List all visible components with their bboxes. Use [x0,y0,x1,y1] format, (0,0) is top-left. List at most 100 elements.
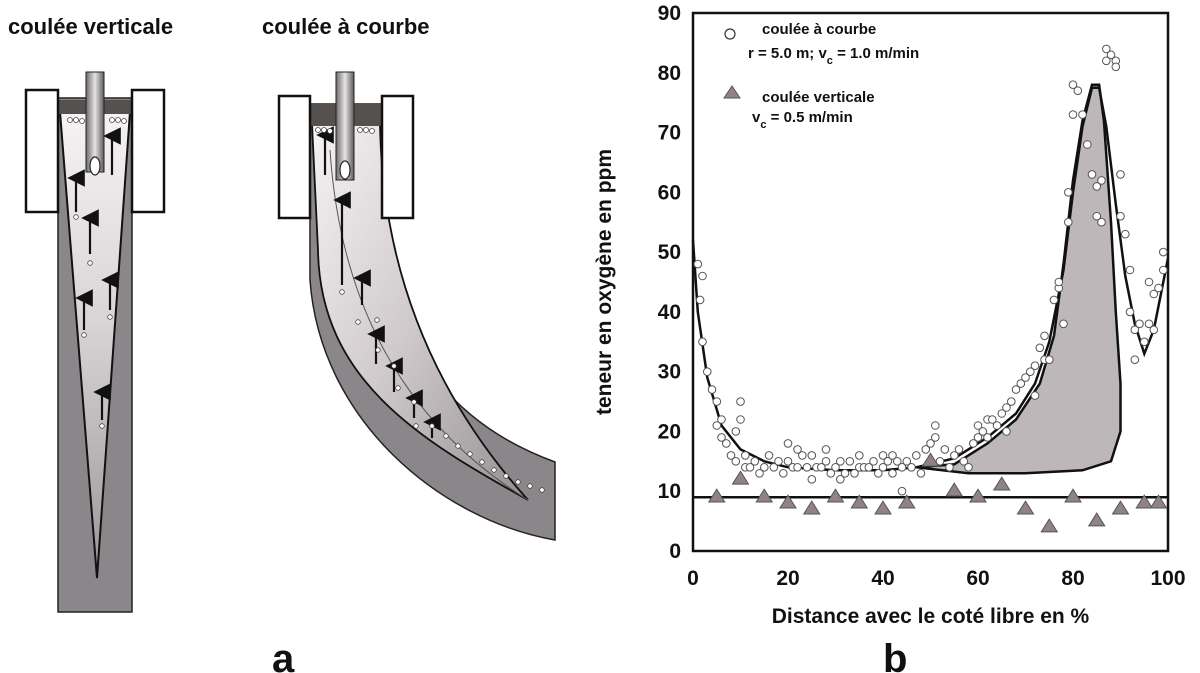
point-vertical-3 [779,494,797,509]
legend-label-vertical: coulée verticale [762,89,875,106]
point-curved-9 [717,415,726,424]
point-curved-73 [959,457,969,466]
point-curved-99 [1054,277,1064,287]
curved-mold-left [277,94,312,220]
vertical-bubbles [67,117,127,429]
point-curved-11 [726,451,736,460]
point-curved-87 [1011,385,1021,394]
point-curved-104 [1068,80,1078,89]
point-curved-3 [698,337,707,347]
point-curved-119 [1116,211,1125,221]
point-curved-10 [722,439,731,448]
point-vertical-12 [992,476,1011,491]
point-curved-51 [874,469,883,478]
point-vertical-10 [945,482,964,497]
point-curved-42 [836,457,845,466]
legend-params-curved: r = 5.0 m; vc = 1.0 m/min [748,45,919,67]
point-curved-74 [964,463,973,472]
point-curved-118 [1116,170,1125,179]
point-curved-57 [893,457,902,466]
y-tick-50: 50 [658,241,681,264]
point-vertical-14 [1040,518,1059,533]
point-curved-14 [736,397,745,406]
point-curved-56 [888,451,897,460]
point-curved-4 [703,367,712,377]
point-curved-41 [836,475,845,484]
point-curved-125 [1135,319,1144,329]
point-curved-54 [883,457,893,466]
point-curved-31 [798,451,807,460]
vertical-bubble-arrows [67,127,121,420]
point-curved-49 [864,463,874,472]
point-vertical-4 [802,500,821,515]
point-vertical-6 [850,494,869,509]
point-curved-20 [755,469,764,478]
point-curved-32 [802,463,812,472]
point-curved-27 [783,439,793,448]
y-tick-90: 90 [658,2,681,25]
vertical-mold-right [130,88,166,214]
point-curved-62 [912,451,921,460]
x-tick-40: 40 [871,567,894,590]
point-curved-93 [1035,343,1045,353]
curved-nozzle-port [339,160,351,180]
point-curved-84 [1002,403,1011,412]
point-curved-83 [997,409,1007,418]
point-curved-129 [1149,289,1159,299]
point-vertical-8 [897,494,916,509]
vertical-caster-diagram [24,71,166,613]
point-vertical-16 [1087,512,1106,527]
x-tick-80: 80 [1061,567,1084,590]
point-curved-106 [1078,110,1087,119]
legend-params-vertical: vc = 0.5 m/min [752,109,853,131]
point-curved-92 [1030,391,1040,400]
x-tick-100: 100 [1150,567,1185,590]
point-vertical-5 [826,488,845,503]
point-curved-133 [1159,265,1168,275]
point-curved-38 [821,445,831,454]
point-curved-113 [1102,56,1111,66]
point-curved-36 [817,463,826,472]
point-curved-97 [1049,295,1059,305]
point-curved-22 [764,451,774,460]
point-curved-66 [931,433,940,442]
point-vertical-11 [969,488,987,503]
vertical-nozzle-port [89,156,101,176]
point-vertical-18 [1135,494,1154,509]
point-curved-132 [1159,247,1168,257]
point-vertical-1 [731,470,750,485]
point-curved-86 [1007,397,1016,406]
point-vertical-0 [707,488,726,503]
point-curved-131 [1154,283,1163,293]
point-curved-53 [878,451,888,460]
legend-marker-curved [724,28,736,40]
point-curved-45 [850,469,859,478]
point-curved-50 [869,457,878,466]
curved-bubbles [315,127,545,493]
point-curved-72 [954,445,964,454]
point-curved-96 [1040,331,1049,341]
point-curved-115 [1106,50,1116,60]
point-curved-5 [707,385,717,394]
curved-caster-diagram [277,71,556,541]
point-curved-79 [983,433,992,442]
point-curved-64 [921,445,931,454]
point-vertical-2 [755,488,774,503]
y-tick-60: 60 [658,181,681,204]
high-oxygen-envelope-region [916,83,1122,475]
point-curved-100 [1059,319,1068,329]
point-curved-117 [1111,62,1121,72]
point-curved-29 [793,463,802,472]
y-tick-70: 70 [658,122,681,145]
point-curved-95 [1045,355,1054,365]
point-curved-69 [940,445,950,454]
point-curved-6 [712,397,722,406]
series-vertical-casting-points [707,452,1168,533]
point-curved-65 [926,439,935,448]
point-curved-81 [988,415,997,424]
legend: coulée à courbe r = 5.0 m; vc = 1.0 m/mi… [723,21,919,131]
point-curved-39 [826,469,836,478]
x-tick-60: 60 [966,567,989,590]
point-curved-78 [978,427,988,436]
